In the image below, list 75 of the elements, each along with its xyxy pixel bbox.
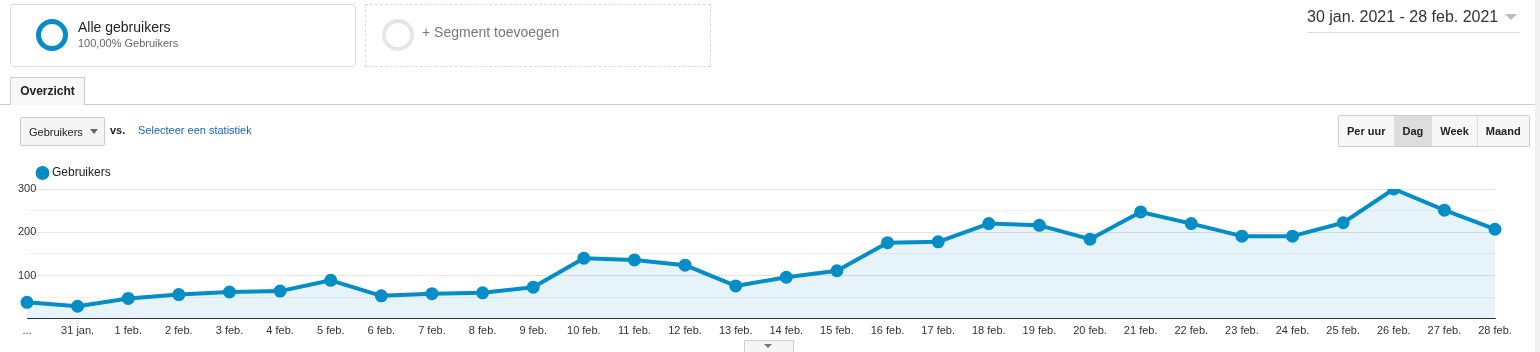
x-tick-label: 23 feb.	[1225, 324, 1259, 337]
y-tick-label: 200	[18, 225, 37, 238]
x-tick-label: 26 feb.	[1376, 324, 1411, 337]
x-tick-label: 17 feb.	[921, 324, 955, 337]
x-tick-label: 12 feb.	[668, 324, 702, 337]
point	[931, 235, 945, 249]
x-tick-label: 2 feb.	[165, 324, 193, 337]
point	[374, 289, 388, 303]
text: Selecteer een statistiek	[138, 124, 252, 136]
point	[1336, 216, 1350, 230]
x-tick-label: 9 feb.	[519, 324, 547, 337]
point	[222, 285, 236, 299]
x-tick-label: 21 feb.	[1123, 324, 1158, 337]
point	[1286, 229, 1300, 243]
x-tick-label: 20 feb.	[1073, 324, 1107, 337]
point	[982, 217, 996, 231]
text: Overzicht	[10, 77, 85, 105]
point	[425, 287, 439, 301]
text: + Segment toevoegen	[422, 24, 560, 40]
text: 30 jan. 2021 - 28 feb. 2021	[1307, 8, 1520, 33]
point	[1437, 203, 1451, 217]
x-tick-label: 27 feb.	[1427, 324, 1462, 337]
y-tick-label: 300	[18, 182, 37, 195]
x-tick-label: 6 feb.	[367, 324, 396, 337]
point	[20, 295, 34, 309]
point	[273, 284, 287, 298]
point	[830, 264, 844, 278]
point	[1032, 218, 1046, 232]
point	[1134, 205, 1148, 219]
text: Per uur	[1339, 116, 1394, 146]
text: Dag	[1393, 116, 1432, 146]
point	[881, 236, 895, 250]
text: Week	[1431, 116, 1477, 146]
point	[121, 291, 135, 305]
text: Gebruikers	[20, 117, 105, 146]
text: vs.	[110, 124, 126, 136]
point	[526, 280, 540, 294]
text: 100,00% Gebruikers	[78, 37, 179, 49]
x-tick-label: 28 feb.	[1478, 324, 1512, 337]
x-tick-label: 18 feb.	[971, 324, 1006, 337]
point	[1235, 229, 1249, 243]
x-tick-label: 14 feb.	[769, 324, 804, 337]
x-tick-label: 24 feb.	[1275, 324, 1310, 337]
point	[627, 253, 641, 267]
x-tick-label: 1 feb.	[114, 324, 143, 337]
point	[1488, 222, 1502, 236]
x-tick-label: ...	[22, 324, 32, 337]
x-tick-label: 11 feb.	[618, 324, 651, 337]
point	[779, 270, 793, 284]
text: Alle gebruikers	[78, 19, 171, 35]
x-tick-label: 19 feb.	[1022, 324, 1057, 337]
point	[678, 258, 692, 272]
point	[172, 288, 186, 302]
x-tick-label: 5 feb.	[316, 324, 345, 337]
x-tick-label: 10 feb.	[567, 324, 601, 337]
x-tick-label: 8 feb.	[468, 324, 497, 337]
x-tick-label: 31 jan.	[61, 324, 95, 337]
point	[71, 299, 85, 313]
point	[324, 273, 338, 287]
y-tick-label: 100	[18, 268, 37, 281]
legend-label: Gebruikers	[52, 165, 111, 180]
x-tick-label: 13 feb.	[718, 324, 753, 337]
point	[1083, 232, 1097, 246]
x-tick-label: 3 feb.	[215, 324, 244, 337]
x-tick-label: 7 feb.	[418, 324, 446, 337]
point	[577, 251, 591, 265]
point	[729, 279, 743, 293]
x-tick-label: 22 feb.	[1174, 324, 1209, 337]
x-tick-label: 25 feb.	[1326, 324, 1360, 337]
x-tick-label: 15 feb.	[820, 324, 854, 337]
point	[1184, 217, 1198, 231]
text: Maand	[1476, 116, 1529, 146]
x-tick-label: 4 feb.	[266, 324, 294, 337]
point	[476, 286, 490, 300]
x-tick-label: 16 feb.	[870, 324, 905, 337]
